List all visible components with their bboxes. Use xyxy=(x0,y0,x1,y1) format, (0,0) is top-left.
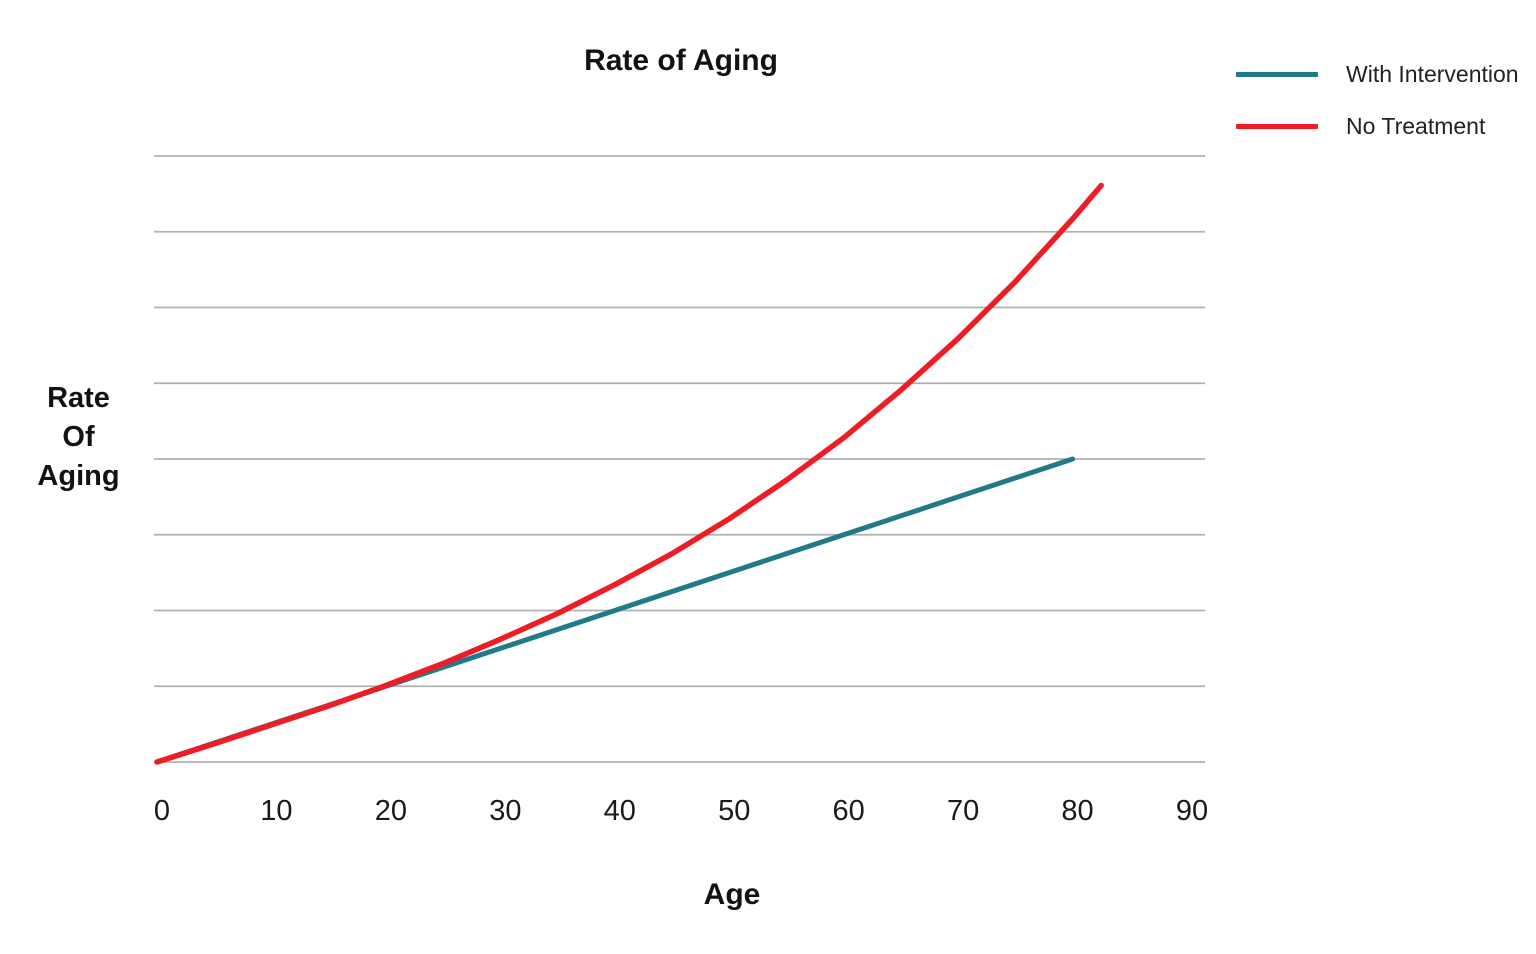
x-tick-label-20: 20 xyxy=(375,795,407,827)
x-tick-label-80: 80 xyxy=(1061,795,1093,827)
legend-item-no-treatment: No Treatment xyxy=(1236,112,1519,140)
x-axis-title: Age xyxy=(703,878,761,911)
legend-line-swatch-teal xyxy=(1236,71,1318,77)
legend-line-swatch-red xyxy=(1236,123,1318,129)
x-tick-label-0: 0 xyxy=(154,795,170,827)
legend: With Intervention No Treatment xyxy=(1236,60,1519,164)
x-tick-label-70: 70 xyxy=(947,795,979,827)
x-tick-label-10: 10 xyxy=(260,795,292,827)
legend-label: With Intervention xyxy=(1346,60,1519,87)
y-axis-title-line: Of xyxy=(62,421,95,453)
legend-item-with-intervention: With Intervention xyxy=(1236,60,1519,88)
x-tick-label-90: 90 xyxy=(1176,795,1208,827)
x-tick-label-30: 30 xyxy=(489,795,521,827)
x-tick-label-40: 40 xyxy=(604,795,636,827)
y-axis-title-line: Rate xyxy=(47,382,110,414)
x-tick-label-60: 60 xyxy=(833,795,865,827)
chart-title: Rate of Aging xyxy=(584,44,778,77)
x-tick-label-50: 50 xyxy=(718,795,750,827)
legend-label: No Treatment xyxy=(1346,112,1486,139)
y-axis-title: Rate Of Aging xyxy=(16,379,141,496)
y-axis-title-line: Aging xyxy=(37,460,120,492)
series-line-no-treatment xyxy=(154,182,1104,765)
